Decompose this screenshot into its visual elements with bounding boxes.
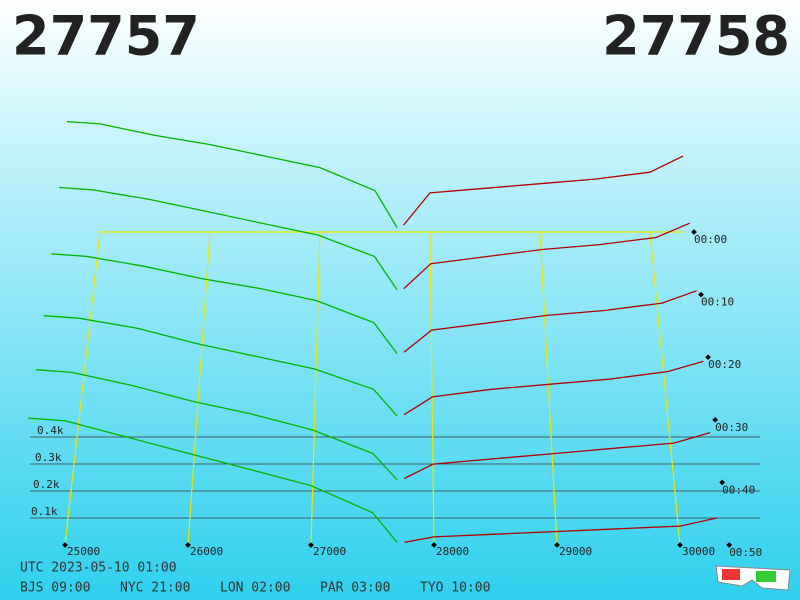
- price-grid-line: [649, 231, 681, 546]
- bid-depth-line: [35, 369, 398, 481]
- glasses-icon: [715, 565, 791, 591]
- ask-depth-line: [403, 155, 684, 226]
- price-grid-line: [310, 231, 321, 546]
- time-tick: [726, 542, 733, 548]
- time-tick: [698, 291, 704, 298]
- time-tick: [712, 416, 718, 423]
- depth-tick-label: 0.4k: [37, 424, 64, 437]
- price-tick: [554, 542, 560, 548]
- price-tick: [677, 542, 683, 548]
- time-tick-label: 00:10: [701, 296, 734, 309]
- x-tick-label: 29000: [559, 545, 592, 558]
- price-tick: [185, 542, 191, 548]
- clock: NYC 21:00: [120, 581, 190, 596]
- best-ask: 27758: [602, 5, 790, 68]
- time-tick-label: 00:40: [722, 483, 755, 496]
- ask-depth-line: [403, 222, 691, 290]
- bid-depth-line: [28, 417, 398, 543]
- price-grid-line: [187, 231, 211, 546]
- time-tick: [705, 354, 711, 361]
- bid-depth-line: [43, 315, 398, 417]
- clock: PAR 03:00: [320, 581, 390, 596]
- bid-depth-line: [66, 120, 398, 228]
- bid-depth-line: [51, 253, 398, 354]
- utc-time: UTC 2023-05-10 01:00: [20, 561, 177, 576]
- time-tick-label: 00:20: [708, 358, 741, 371]
- time-tick-label: 00:30: [715, 421, 748, 434]
- price-grid-line: [429, 231, 435, 546]
- best-bid: 27757: [12, 5, 200, 68]
- price-grid-line: [539, 231, 558, 546]
- depth-tick-label: 0.2k: [33, 478, 60, 491]
- depth-tick-label: 0.1k: [31, 505, 58, 518]
- price-tick: [62, 542, 68, 548]
- ask-depth-line: [404, 431, 711, 480]
- x-tick-label: 26000: [190, 545, 223, 558]
- x-tick-label: 27000: [313, 545, 346, 558]
- time-tick-label: 00:00: [694, 233, 727, 246]
- price-tick: [308, 542, 314, 548]
- price-tick: [431, 542, 437, 548]
- ask-depth-line: [403, 290, 697, 353]
- clock: BJS 09:00: [20, 581, 90, 596]
- bid-depth-line: [59, 186, 398, 291]
- ask-depth-line: [403, 360, 704, 416]
- x-tick-label: 28000: [436, 545, 469, 558]
- depth-tick-label: 0.3k: [35, 451, 62, 464]
- clock: TYO 10:00: [420, 581, 490, 596]
- x-tick-label: 25000: [67, 545, 100, 558]
- ask-depth-line: [404, 517, 718, 543]
- clock: LON 02:00: [220, 581, 290, 596]
- time-tick: [719, 479, 725, 486]
- price-grid-line: [64, 231, 101, 546]
- time-tick: [691, 229, 697, 235]
- x-tick-label: 30000: [682, 545, 715, 558]
- time-tick-label: 00:50: [729, 546, 762, 559]
